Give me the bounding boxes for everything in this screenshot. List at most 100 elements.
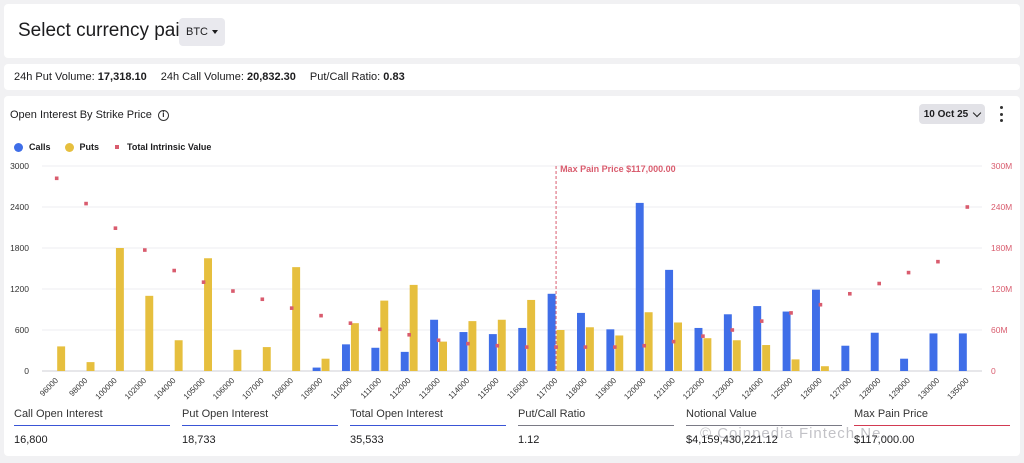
y-right-tick-label: 300M [991, 161, 1012, 171]
x-tick-label: 104000 [152, 376, 178, 402]
calls-bar [929, 333, 938, 371]
x-tick-label: 120000 [622, 376, 648, 402]
chevron-down-icon [972, 108, 982, 117]
currency-header: Select currency pair: BTC [4, 4, 1020, 58]
tiv-point [231, 289, 235, 293]
calls-bar [753, 306, 762, 371]
x-tick-label: 116000 [505, 376, 530, 401]
metric-notional-value: Notional Value $4,159,430,221.12 [686, 408, 842, 446]
caret-down-icon [212, 30, 218, 34]
x-tick-label: 112000 [388, 376, 413, 401]
puts-bar [115, 248, 124, 371]
tiv-point [877, 281, 881, 286]
x-tick-label: 113000 [417, 376, 442, 401]
y-left-tick-label: 0 [24, 366, 29, 376]
calls-bar [430, 319, 439, 371]
calls-bar [812, 289, 820, 371]
tiv-point [789, 311, 793, 315]
page-title: Select currency pair: [18, 20, 192, 41]
legend-calls[interactable]: Calls [14, 142, 51, 152]
calls-bar [342, 344, 350, 371]
tiv-point [407, 332, 411, 337]
puts-bar [674, 322, 682, 371]
calls-bar [547, 293, 556, 371]
x-tick-label: 135000 [945, 376, 971, 402]
y-left-tick-label: 2400 [10, 202, 29, 212]
x-tick-label: 110000 [329, 376, 354, 401]
tiv-point [84, 201, 88, 206]
puts-bar [86, 362, 95, 371]
x-tick-label: 105000 [182, 376, 208, 402]
tiv-point [848, 291, 852, 296]
info-icon[interactable]: i [157, 109, 169, 121]
x-tick-label: 123000 [710, 376, 736, 402]
tiv-point [965, 205, 970, 209]
puts-bar [732, 340, 741, 371]
puts-bar [644, 312, 653, 371]
calls-bar [723, 314, 732, 371]
currency-dropdown[interactable]: BTC [179, 18, 225, 46]
tiv-point [201, 280, 206, 284]
puts-bar [497, 319, 506, 371]
puts-bar [468, 321, 477, 371]
x-tick-label: 129000 [887, 376, 913, 402]
x-tick-label: 98000 [67, 376, 89, 398]
tiv-point [906, 270, 911, 275]
x-tick-label: 108000 [270, 376, 296, 402]
tiv-point [671, 339, 676, 344]
x-tick-label: 114000 [447, 376, 472, 401]
puts-bar [556, 330, 565, 371]
x-tick-label: 119000 [593, 376, 618, 401]
calls-bar [635, 202, 644, 371]
watermark: © Coinpedia Fintech Ne... [700, 425, 897, 442]
puts-bar [262, 347, 271, 371]
x-tick-label: 106000 [211, 376, 237, 402]
tiv-point [818, 302, 823, 307]
put-volume-value: 17,318.10 [97, 71, 147, 83]
tiv-point [759, 319, 764, 323]
ratio-value: 0.83 [383, 71, 405, 83]
x-tick-label: 126000 [799, 376, 825, 402]
tiv-point [260, 297, 265, 302]
x-tick-label: 109000 [299, 376, 325, 402]
calls-bar [371, 347, 380, 371]
tiv-point [289, 306, 294, 310]
puts-bar [57, 346, 66, 371]
puts-bar [585, 327, 594, 371]
calls-bar [782, 311, 791, 371]
x-tick-label: 102000 [123, 376, 149, 402]
y-left-tick-label: 600 [15, 325, 29, 335]
puts-bar [321, 358, 330, 371]
open-interest-chart: 0 600 1200 1800 2400 3000 0 60M 120M 180M 240M 300M… [10, 161, 1012, 402]
puts-bar [145, 295, 154, 371]
ratio-stat: Put/Call Ratio: 0.83 [309, 71, 405, 83]
legend-tiv[interactable]: Total Intrinsic Value [113, 142, 211, 152]
tiv-point [378, 327, 382, 332]
tiv-point [642, 343, 646, 348]
calls-bar [606, 329, 615, 371]
tiv-point [143, 248, 147, 252]
tiv-point [936, 259, 940, 264]
x-tick-label: 117000 [535, 376, 560, 401]
calls-bar [400, 351, 409, 371]
y-left-tick-label: 1800 [10, 243, 29, 253]
legend-puts[interactable]: Puts [64, 142, 99, 152]
panel-title: Open Interest By Strike Price i [10, 109, 169, 121]
x-tick-label: 128000 [857, 376, 883, 402]
chart-legend: Calls Puts Total Intrinsic Value [14, 142, 211, 152]
x-tick-label: 124000 [740, 376, 766, 402]
puts-bar [174, 340, 183, 371]
more-options-icon[interactable] [998, 106, 1004, 122]
tiv-point [54, 176, 59, 181]
y-left-tick-label: 3000 [10, 161, 29, 171]
x-tick-label: 111000 [359, 376, 384, 401]
metrics-row: Call Open Interest 16,800 Put Open Intere… [14, 408, 1010, 446]
calls-bar [958, 333, 967, 371]
puts-bar [703, 338, 712, 371]
x-tick-label: 115000 [476, 376, 501, 401]
puts-bar [350, 323, 359, 371]
puts-bar [439, 341, 447, 371]
tiv-point [613, 345, 617, 349]
expiry-date-dropdown[interactable]: 10 Oct 25 [919, 104, 985, 124]
y-left-tick-label: 1200 [10, 284, 29, 294]
